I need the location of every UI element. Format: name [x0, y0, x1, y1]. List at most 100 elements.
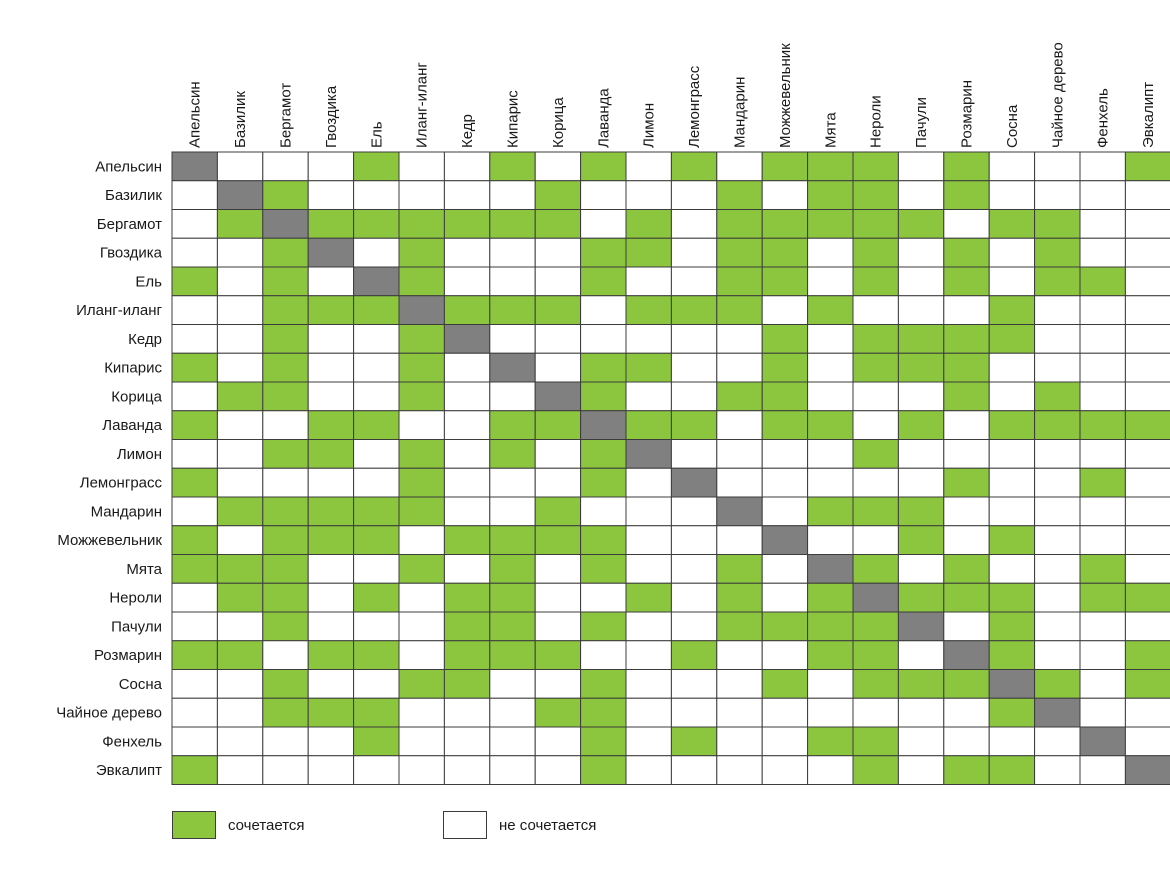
- matrix-cell-6-10: [625, 324, 672, 354]
- row-label-11: Лемонграсс: [80, 475, 163, 492]
- matrix-cell-21-4: [353, 755, 400, 785]
- row-label-7: Кипарис: [104, 360, 162, 377]
- matrix-cell-17-15: [852, 640, 899, 670]
- matrix-cell-7-8: [534, 352, 582, 383]
- matrix-cell-5-16: [897, 295, 945, 325]
- matrix-cell-7-2: [262, 352, 309, 383]
- matrix-cell-21-18: [988, 755, 1036, 785]
- matrix-cell-5-18: [988, 295, 1036, 325]
- column-label-3: Гвоздика: [323, 85, 340, 148]
- matrix-cell-3-20: [1079, 237, 1126, 268]
- matrix-cell-4-4: [353, 266, 400, 297]
- matrix-cell-4-17: [943, 266, 990, 297]
- matrix-cell-17-17: [943, 640, 990, 670]
- matrix-cell-3-9: [580, 237, 627, 268]
- matrix-cell-1-8: [534, 180, 582, 210]
- matrix-cell-8-6: [443, 381, 491, 412]
- matrix-cell-5-17: [943, 295, 990, 325]
- matrix-cell-13-9: [580, 525, 627, 555]
- matrix-cell-18-21: [1124, 669, 1170, 699]
- matrix-cell-19-5: [398, 697, 445, 728]
- column-label-5: Иланг-иланг: [414, 62, 431, 148]
- matrix-cell-1-15: [852, 180, 899, 210]
- matrix-cell-19-11: [670, 697, 718, 728]
- matrix-cell-15-13: [761, 582, 809, 613]
- matrix-cell-11-0: [171, 467, 218, 498]
- matrix-cell-14-10: [625, 554, 672, 584]
- matrix-cell-15-4: [353, 582, 400, 613]
- column-label-12: Мандарин: [732, 77, 749, 148]
- matrix-cell-13-21: [1124, 525, 1170, 555]
- matrix-cell-16-5: [398, 611, 445, 642]
- matrix-cell-1-19: [1034, 180, 1081, 210]
- matrix-cell-18-4: [353, 669, 400, 699]
- matrix-cell-8-10: [625, 381, 672, 412]
- matrix-cell-14-14: [807, 554, 854, 584]
- matrix-cell-12-6: [443, 496, 491, 527]
- matrix-cell-6-7: [489, 324, 536, 354]
- matrix-cell-8-1: [216, 381, 264, 412]
- matrix-cell-7-5: [398, 352, 445, 383]
- column-label-8: Корица: [550, 97, 567, 148]
- matrix-cell-0-13: [761, 151, 809, 182]
- matrix-cell-20-21: [1124, 726, 1170, 757]
- matrix-cell-6-16: [897, 324, 945, 354]
- matrix-cell-9-16: [897, 410, 945, 440]
- matrix-cell-0-5: [398, 151, 445, 182]
- matrix-cell-1-4: [353, 180, 400, 210]
- matrix-cell-0-4: [353, 151, 400, 182]
- matrix-cell-7-12: [716, 352, 763, 383]
- matrix-cell-21-13: [761, 755, 809, 785]
- matrix-cell-1-13: [761, 180, 809, 210]
- matrix-cell-14-17: [943, 554, 990, 584]
- matrix-cell-18-9: [580, 669, 627, 699]
- matrix-cell-9-1: [216, 410, 264, 440]
- matrix-cell-7-7: [489, 352, 536, 383]
- matrix-cell-4-8: [534, 266, 582, 297]
- matrix-cell-1-14: [807, 180, 854, 210]
- matrix-cell-7-10: [625, 352, 672, 383]
- matrix-cell-12-3: [307, 496, 355, 527]
- matrix-cell-12-18: [988, 496, 1036, 527]
- column-label-4: Ель: [368, 121, 385, 148]
- matrix-cell-10-15: [852, 439, 899, 469]
- matrix-cell-0-12: [716, 151, 763, 182]
- matrix-cell-19-19: [1034, 697, 1081, 728]
- matrix-cell-7-4: [353, 352, 400, 383]
- matrix-cell-2-7: [489, 209, 536, 239]
- matrix-cell-20-14: [807, 726, 854, 757]
- matrix-cell-4-9: [580, 266, 627, 297]
- matrix-cell-3-21: [1124, 237, 1170, 268]
- matrix-cell-13-19: [1034, 525, 1081, 555]
- matrix-cell-10-0: [171, 439, 218, 469]
- matrix-cell-2-11: [670, 209, 718, 239]
- matrix-cell-16-21: [1124, 611, 1170, 642]
- matrix-cell-20-8: [534, 726, 582, 757]
- matrix-cell-17-19: [1034, 640, 1081, 670]
- matrix-cell-14-7: [489, 554, 536, 584]
- matrix-cell-17-3: [307, 640, 355, 670]
- matrix-cell-12-10: [625, 496, 672, 527]
- matrix-cell-10-9: [580, 439, 627, 469]
- matrix-cell-21-20: [1079, 755, 1126, 785]
- matrix-cell-8-0: [171, 381, 218, 412]
- matrix-cell-19-16: [897, 697, 945, 728]
- matrix-cell-5-12: [716, 295, 763, 325]
- matrix-cell-15-17: [943, 582, 990, 613]
- matrix-cell-12-14: [807, 496, 854, 527]
- matrix-cell-9-18: [988, 410, 1036, 440]
- matrix-cell-2-20: [1079, 209, 1126, 239]
- matrix-cell-21-17: [943, 755, 990, 785]
- matrix-cell-8-18: [988, 381, 1036, 412]
- legend-label-match: сочетается: [228, 816, 305, 834]
- matrix-cell-18-19: [1034, 669, 1081, 699]
- matrix-cell-14-1: [216, 554, 264, 584]
- matrix-cell-4-10: [625, 266, 672, 297]
- matrix-cell-14-9: [580, 554, 627, 584]
- matrix-cell-12-15: [852, 496, 899, 527]
- matrix-cell-10-10: [625, 439, 672, 469]
- matrix-cell-21-0: [171, 755, 218, 785]
- matrix-cell-14-6: [443, 554, 491, 584]
- column-label-11: Лемонграсс: [686, 65, 703, 148]
- matrix-cell-21-6: [443, 755, 491, 785]
